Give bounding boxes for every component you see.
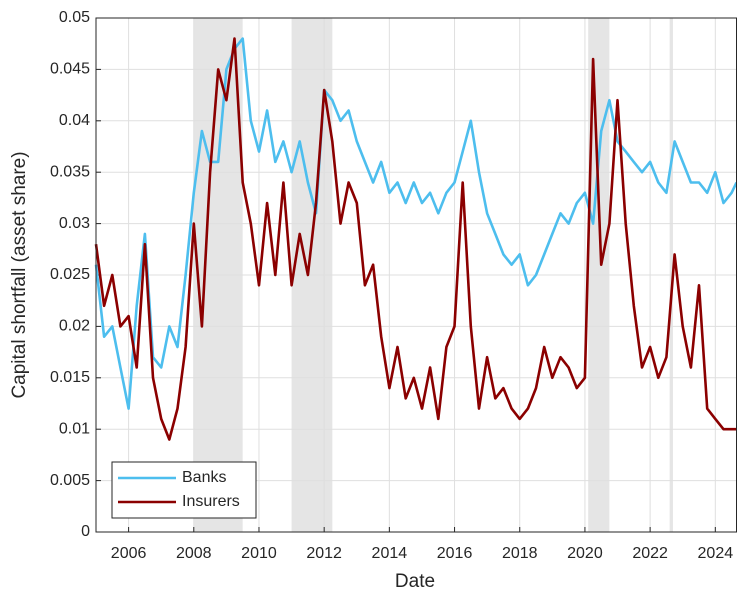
- x-tick-label: 2024: [698, 545, 734, 562]
- y-tick-label: 0.005: [50, 472, 90, 489]
- series-line: [94, 37, 737, 410]
- legend-label: Insurers: [182, 493, 240, 510]
- legend: Banks Insurers: [111, 461, 257, 519]
- x-tick-label: 2010: [241, 545, 277, 562]
- y-tick-label: 0.03: [59, 215, 90, 232]
- y-tick-label: 0.05: [59, 9, 90, 26]
- y-tick-label: 0.025: [50, 266, 90, 283]
- y-tick-label: 0.045: [50, 61, 90, 78]
- legend-box: [111, 461, 257, 519]
- y-tick-label: 0.04: [59, 112, 90, 129]
- x-tick-label: 2020: [567, 545, 603, 562]
- x-tick-label: 2016: [437, 545, 473, 562]
- y-tick-label: 0.02: [59, 318, 90, 335]
- y-tick-label: 0.01: [59, 420, 90, 437]
- series-line: [94, 37, 737, 441]
- legend-label: Banks: [182, 469, 226, 486]
- x-tick-label: 2014: [372, 545, 408, 562]
- y-tick-label: 0.015: [50, 369, 90, 386]
- y-tick-label: 0.035: [50, 163, 90, 180]
- y-tick-label: 0: [81, 523, 90, 540]
- x-tick-label: 2022: [632, 545, 668, 562]
- x-axis-label: Date: [395, 571, 435, 592]
- x-tick-label: 2012: [306, 545, 342, 562]
- x-tick-label: 2008: [176, 545, 212, 562]
- y-axis-label: Capital shortfall (asset share): [9, 151, 30, 398]
- x-tick-label: 2006: [111, 545, 147, 562]
- x-tick-label: 2018: [502, 545, 538, 562]
